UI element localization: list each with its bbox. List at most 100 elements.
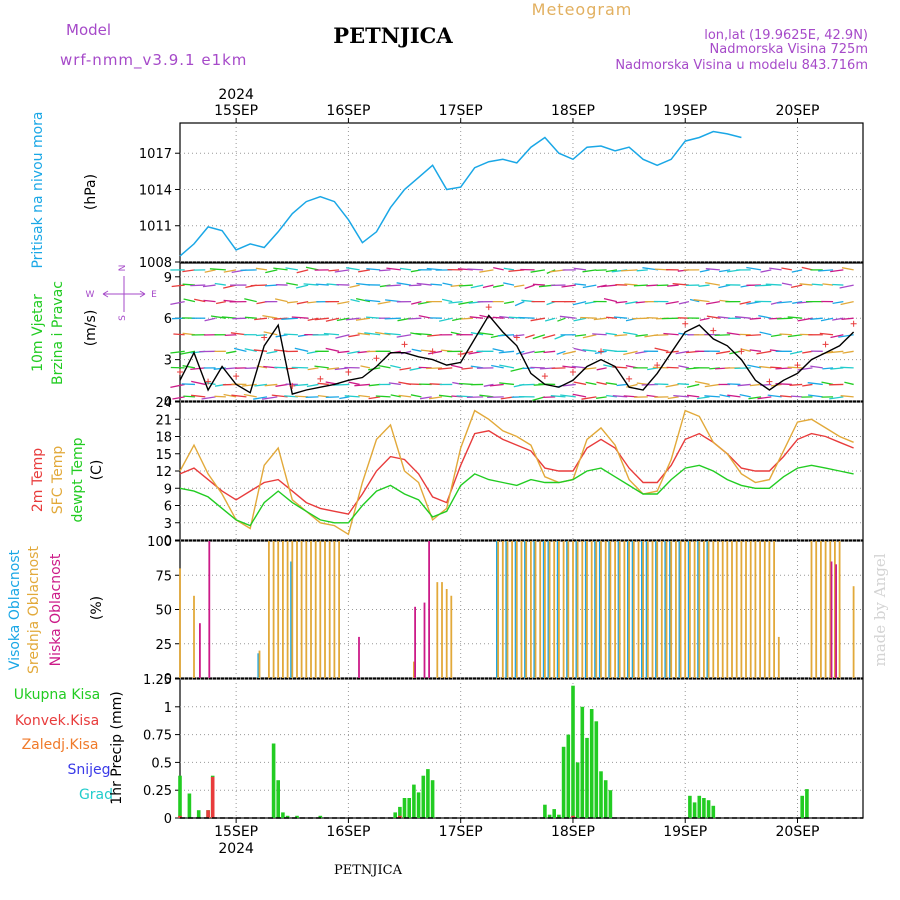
wind-arrow bbox=[841, 267, 854, 271]
wind-arrow bbox=[839, 284, 854, 289]
wind-arrow bbox=[503, 301, 515, 305]
total-precip-bar bbox=[178, 775, 182, 818]
x-tick-label: 20SEP bbox=[776, 824, 820, 840]
wind-arrow bbox=[244, 316, 257, 319]
wind-arrow bbox=[673, 394, 690, 398]
total-precip-bar bbox=[281, 812, 285, 818]
wind-arrow bbox=[491, 364, 504, 369]
temp2m-line bbox=[179, 430, 854, 515]
wind-arrow bbox=[427, 350, 443, 355]
wind-arrow bbox=[262, 396, 278, 400]
wind-arrow bbox=[354, 383, 370, 387]
wind-arrow bbox=[821, 381, 834, 386]
pressure-line bbox=[179, 130, 742, 257]
total-precip-bar bbox=[552, 809, 556, 818]
wind-arrow bbox=[574, 283, 587, 286]
wind-arrow bbox=[223, 393, 237, 398]
wind-arrow bbox=[530, 317, 546, 322]
wind-arrow bbox=[841, 317, 854, 321]
wind-arrow bbox=[759, 365, 772, 369]
wind-arrow bbox=[390, 364, 401, 369]
wind-arrow bbox=[717, 316, 731, 319]
low-cloud-legend: Niska Oblacnost bbox=[48, 553, 64, 666]
wind-arrow bbox=[715, 350, 731, 355]
wind-arrow bbox=[747, 364, 762, 369]
wind-arrow bbox=[556, 350, 566, 355]
wind-arrow bbox=[811, 283, 823, 286]
y-tick-label: 3 bbox=[164, 354, 172, 369]
wind-gust-marker bbox=[513, 334, 520, 341]
wind-gust-marker bbox=[429, 348, 436, 355]
wind-arrow bbox=[328, 269, 340, 272]
wind-gust-marker bbox=[373, 355, 380, 362]
wind-arrow bbox=[357, 332, 371, 336]
total-precip-bar bbox=[580, 706, 585, 818]
wind-arrow bbox=[840, 395, 854, 398]
wind-arrow bbox=[492, 348, 504, 352]
wind-arrow bbox=[727, 394, 741, 398]
wind-arrow bbox=[450, 364, 463, 369]
wind-arrow bbox=[225, 367, 237, 370]
wind-arrow bbox=[740, 348, 751, 352]
wind-arrow bbox=[460, 317, 473, 320]
wind-arrow bbox=[585, 381, 597, 386]
wind-arrow bbox=[411, 301, 422, 305]
wind-arrow bbox=[600, 284, 617, 288]
conv-precip-bar bbox=[398, 815, 402, 818]
wind-arrow bbox=[355, 297, 371, 303]
y-tick-label: 0 bbox=[164, 812, 172, 827]
wind-arrow bbox=[573, 267, 587, 271]
wind-arrow bbox=[191, 394, 206, 398]
wind-gust-marker bbox=[569, 369, 576, 376]
wind-arrow bbox=[479, 269, 494, 273]
y-tick-label: 0.75 bbox=[143, 729, 172, 744]
wind-arrow bbox=[344, 395, 360, 398]
wind-arrow bbox=[767, 394, 782, 398]
total-precip-bar bbox=[421, 775, 426, 818]
wind-arrow bbox=[390, 394, 401, 398]
wind-arrow bbox=[398, 394, 412, 398]
high-cloud-legend: Visoka Oblacnost bbox=[7, 549, 23, 670]
x-tick-label: 16SEP bbox=[326, 103, 370, 119]
wind-arrow bbox=[745, 334, 762, 337]
wind-arrow bbox=[797, 367, 813, 371]
wind-arrow bbox=[542, 396, 556, 399]
wind-arrow bbox=[275, 383, 288, 388]
wind-arrow bbox=[562, 350, 576, 355]
wind-arrow bbox=[291, 316, 309, 319]
wind-arrow bbox=[273, 349, 288, 352]
wind-arrow bbox=[368, 396, 381, 400]
wind-arrow bbox=[667, 284, 679, 287]
wind-arrow bbox=[551, 367, 566, 370]
wind-arrow bbox=[726, 332, 741, 336]
wind-arrow bbox=[418, 314, 432, 319]
wind-gust-marker bbox=[261, 334, 268, 341]
wind-arrow bbox=[779, 333, 792, 336]
wind-arrow bbox=[438, 394, 453, 398]
wind-arrow bbox=[180, 350, 196, 355]
wind-arrow bbox=[510, 367, 525, 372]
total-precip-bar bbox=[416, 792, 421, 818]
wind-arrow bbox=[296, 301, 309, 305]
wind-arrow bbox=[334, 269, 350, 273]
wind-arrow bbox=[754, 284, 772, 287]
wind-arrow bbox=[704, 383, 720, 388]
wind-arrow bbox=[273, 317, 288, 320]
wind-arrow bbox=[705, 281, 720, 286]
wind-gust-marker bbox=[654, 362, 661, 369]
wind-arrow bbox=[221, 316, 237, 319]
wind-arrow bbox=[620, 269, 638, 272]
wind-gust-marker bbox=[598, 348, 605, 355]
wind-gust-marker bbox=[317, 375, 324, 382]
wind-arrow bbox=[632, 317, 648, 320]
y-tick-label: 1014 bbox=[139, 183, 172, 198]
wind-arrow bbox=[765, 283, 782, 286]
wind-arrow bbox=[452, 317, 463, 322]
wind-arrow bbox=[603, 297, 618, 303]
wind-arrow bbox=[635, 334, 648, 337]
wind-arrow bbox=[285, 267, 298, 271]
wind-arrow bbox=[799, 283, 813, 286]
wind-arrow bbox=[759, 331, 772, 336]
wind-arrow bbox=[705, 300, 720, 305]
x-tick-label: 15SEP bbox=[214, 824, 258, 840]
